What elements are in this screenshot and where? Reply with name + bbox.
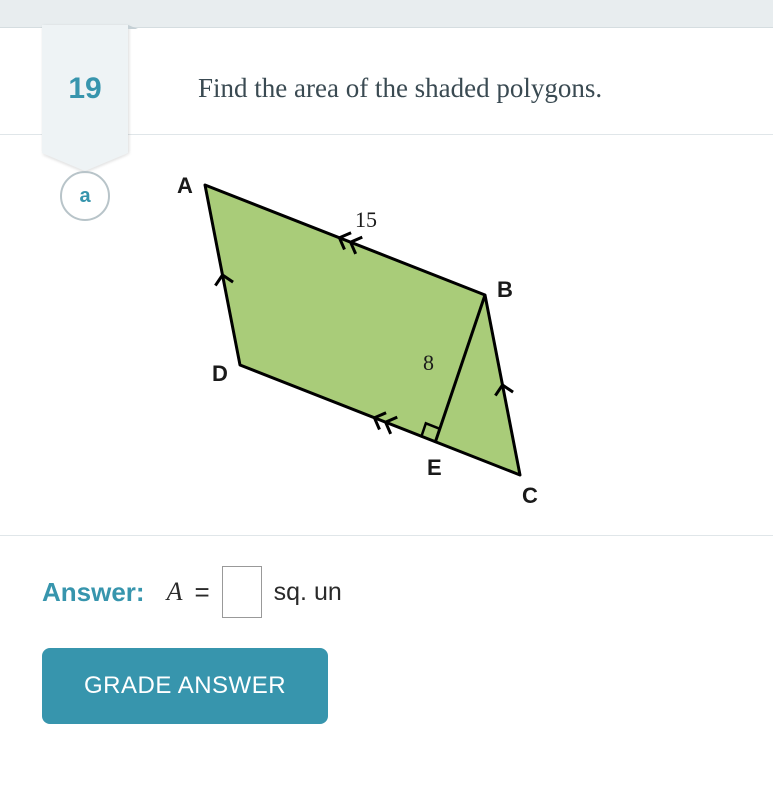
answer-label: Answer: (42, 577, 145, 608)
vertex-label-B: B (497, 277, 513, 303)
answer-unit: sq. un (274, 578, 342, 607)
problem-section: a A B C D E 15 8 (0, 135, 773, 536)
grade-answer-button[interactable]: GRADE ANSWER (42, 648, 328, 724)
vertex-label-E: E (427, 455, 442, 481)
answer-row: Answer: A = sq. un (42, 566, 773, 618)
vertex-label-D: D (212, 361, 228, 387)
question-number-tab: 19 (42, 25, 128, 153)
top-bar (0, 0, 773, 28)
polygon-diagram: ABCDE 158 (160, 165, 560, 505)
answer-variable: A (167, 577, 183, 607)
dimension-label: 15 (355, 207, 377, 233)
vertex-label-A: A (177, 173, 193, 199)
vertex-label-C: C (522, 483, 538, 509)
question-header: 19 Find the area of the shaded polygons. (0, 28, 773, 135)
equals-sign: = (194, 577, 209, 608)
dimension-label: 8 (423, 350, 434, 376)
question-prompt: Find the area of the shaded polygons. (198, 48, 773, 104)
answer-input[interactable] (222, 566, 262, 618)
part-label: a (60, 171, 110, 221)
answer-section: Answer: A = sq. un GRADE ANSWER (0, 536, 773, 764)
question-number: 19 (68, 72, 101, 106)
answer-equation: A = sq. un (167, 566, 342, 618)
